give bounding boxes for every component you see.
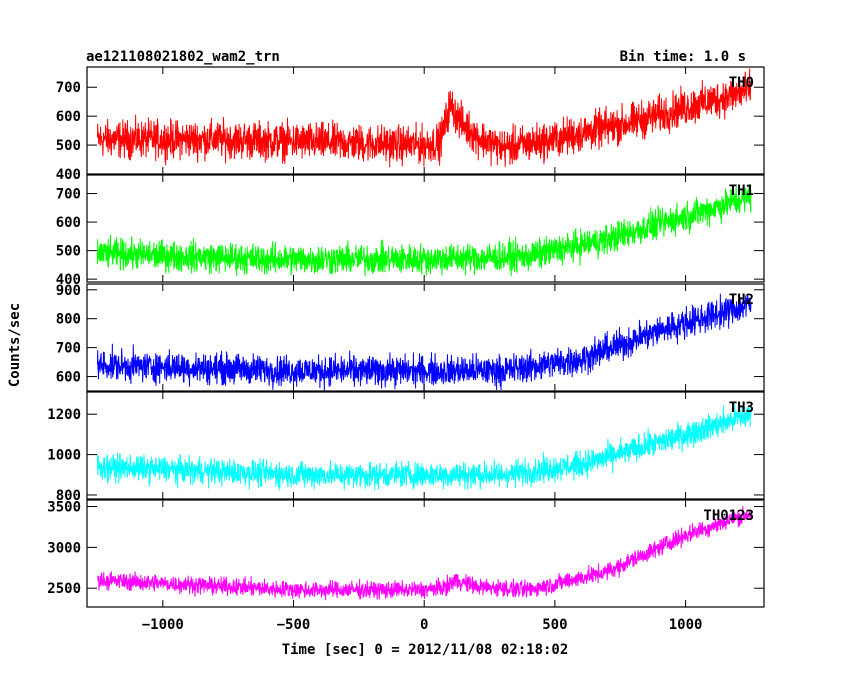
- x-tick-label: −500: [277, 617, 311, 633]
- bin-time-label: Bin time: 1.0 s: [620, 49, 746, 65]
- panel-frame: [86, 174, 765, 283]
- panel-th2: 600 700 800 900 TH2: [56, 283, 765, 392]
- panel-frame: [86, 499, 765, 608]
- y-tick-label: 800: [56, 488, 81, 504]
- panel-label-th1: TH1: [729, 183, 754, 199]
- y-tick-label: 900: [56, 283, 81, 299]
- x-axis-label: Time [sec] 0 = 2012/11/08 02:18:02: [282, 642, 569, 658]
- y-tick-label: 700: [56, 80, 81, 96]
- panel-frame: [86, 283, 765, 392]
- panel-th3: 800 1000 1200 TH3: [47, 391, 765, 504]
- x-tick-label: 1000: [669, 617, 703, 633]
- panel-frame: [86, 391, 765, 500]
- series-line-th0: [96, 68, 752, 168]
- series-line-th1: [96, 186, 752, 277]
- y-tick-label: 3500: [47, 500, 81, 516]
- panel-label-th0: TH0: [729, 75, 754, 91]
- panel-th1: 400 500 600 700 TH1: [56, 174, 765, 288]
- x-tick-label: 500: [542, 617, 567, 633]
- panel-label-th0123: TH0123: [703, 508, 754, 524]
- y-tick-label: 600: [56, 370, 81, 386]
- y-tick-label: 1000: [47, 448, 81, 464]
- y-tick-label: 1200: [47, 407, 81, 423]
- series-line-th3: [96, 404, 752, 491]
- chart-title: ae121108021802_wam2_trn: [86, 49, 280, 65]
- panel-th0: 400 500 600 700 TH0: [56, 66, 765, 183]
- y-axis-label: Counts/sec: [7, 303, 23, 387]
- x-tick-label: 0: [420, 617, 428, 633]
- x-tick-label: −1000: [142, 617, 184, 633]
- y-tick-label: 2500: [47, 581, 81, 597]
- panel-label-th2: TH2: [729, 292, 754, 308]
- y-tick-label: 500: [56, 244, 81, 260]
- x-axis: −1000 −500 0 500 1000: [142, 617, 703, 633]
- y-tick-label: 700: [56, 187, 81, 203]
- panels-group: 400 500 600 700 TH0 400 500 600 700 TH1 600 700 800 9…: [47, 66, 765, 608]
- y-tick-label: 800: [56, 312, 81, 328]
- y-tick-label: 3000: [47, 540, 81, 556]
- y-tick-label: 500: [56, 138, 81, 154]
- y-tick-label: 400: [56, 272, 81, 288]
- panel-label-th3: TH3: [729, 400, 754, 416]
- series-line-th2: [96, 293, 752, 391]
- y-tick-label: 400: [56, 167, 81, 183]
- y-tick-label: 600: [56, 109, 81, 125]
- y-tick-label: 700: [56, 341, 81, 357]
- y-tick-label: 600: [56, 215, 81, 231]
- panel-th0123: 2500 3000 3500 TH0123: [47, 499, 765, 608]
- series-line-th0123: [97, 505, 752, 601]
- panel-frame: [86, 66, 765, 175]
